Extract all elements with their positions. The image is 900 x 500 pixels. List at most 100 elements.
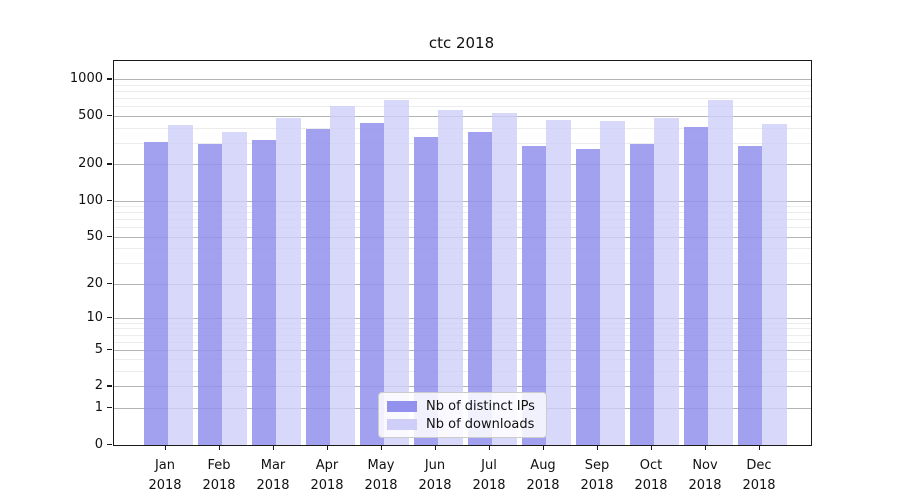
bar-nb-of-downloads-may (383, 100, 409, 445)
bar-nb-of-downloads-oct (653, 117, 679, 445)
bar-nb-of-distinct-ips-feb (197, 144, 222, 445)
gridline-y-60 (114, 227, 811, 229)
gridline-y-70 (114, 219, 811, 221)
x-tick-label-nov: Nov 2018 (688, 458, 722, 493)
gridline-y-6 (114, 341, 811, 343)
y-tick-500 (107, 114, 112, 117)
bar-nb-of-downloads-feb (221, 131, 247, 445)
bar-nb-of-downloads-dec (761, 123, 787, 445)
gridline-y-10 (114, 317, 811, 319)
x-tick-may (380, 445, 382, 450)
legend: Nb of distinct IPs Nb of downloads (378, 392, 547, 438)
bar-nb-of-downloads-jun (437, 110, 463, 445)
plot-area (113, 60, 812, 446)
gridline-y-8 (114, 328, 811, 330)
x-tick-label-apr: Apr 2018 (310, 458, 344, 493)
x-tick-jun (434, 445, 436, 450)
gridline-y-9 (114, 322, 811, 324)
legend-label-downloads: Nb of downloads (426, 416, 535, 432)
x-tick-mar (272, 445, 274, 450)
bar-nb-of-distinct-ips-jan (143, 141, 168, 445)
y-tick-label-0: 0 (94, 436, 103, 452)
y-tick-5 (107, 348, 112, 351)
legend-swatch-distinct-ips (387, 400, 417, 412)
bar-nb-of-distinct-ips-dec (737, 146, 762, 445)
y-tick-2 (107, 385, 112, 387)
bar-nb-of-distinct-ips-nov (683, 126, 708, 445)
y-tick-100 (107, 199, 112, 202)
y-tick-20 (107, 282, 112, 285)
gridline-y-20 (114, 283, 811, 285)
legend-label-distinct-ips: Nb of distinct IPs (426, 398, 535, 414)
x-tick-label-jun: Jun 2018 (418, 458, 452, 493)
gridline-y-100 (114, 200, 811, 202)
bar-nb-of-distinct-ips-oct (629, 144, 654, 445)
y-tick-1 (107, 406, 112, 409)
x-tick-jul (488, 445, 490, 450)
bar-nb-of-downloads-aug (545, 120, 571, 445)
y-tick-label-500: 500 (78, 107, 103, 123)
gridline-y-80 (114, 212, 811, 214)
x-tick-sep (596, 445, 598, 450)
gridline-y-800 (114, 91, 811, 93)
x-tick-oct (650, 445, 652, 450)
bar-nb-of-distinct-ips-apr (305, 128, 330, 445)
y-tick-label-100: 100 (78, 192, 103, 208)
x-tick-label-oct: Oct 2018 (634, 458, 668, 493)
gridline-y-2 (114, 386, 811, 388)
gridline-y-4 (114, 359, 811, 361)
gridline-y-3 (114, 371, 811, 373)
gridline-y-90 (114, 206, 811, 208)
y-tick-50 (107, 235, 112, 238)
gridline-y-900 (114, 84, 811, 86)
x-tick-label-mar: Mar 2018 (256, 458, 290, 493)
gridline-y-300 (114, 142, 811, 144)
y-tick-label-1: 1 (94, 399, 103, 415)
gridline-y-30 (114, 263, 811, 265)
gridline-y-7 (114, 334, 811, 336)
bar-nb-of-distinct-ips-may (359, 122, 384, 445)
bar-nb-of-downloads-jul (491, 112, 517, 445)
y-tick-0 (107, 443, 112, 445)
x-tick-nov (704, 445, 706, 450)
x-tick-label-sep: Sep 2018 (580, 458, 614, 493)
gridline-y-600 (114, 106, 811, 108)
y-tick-10 (107, 316, 112, 319)
bar-nb-of-downloads-sep (599, 120, 625, 445)
gridline-y-5 (114, 349, 811, 351)
x-tick-label-jul: Jul 2018 (472, 458, 506, 493)
x-tick-apr (326, 445, 328, 450)
y-tick-label-20: 20 (86, 275, 103, 291)
y-tick-label-50: 50 (86, 228, 103, 244)
y-tick-200 (107, 163, 112, 165)
gridline-y-700 (114, 98, 811, 100)
gridline-y-500 (114, 115, 811, 117)
bar-nb-of-distinct-ips-sep (575, 149, 600, 445)
y-tick-label-200: 200 (78, 156, 103, 172)
gridline-y-400 (114, 127, 811, 129)
chart-title: ctc 2018 (428, 34, 495, 52)
y-tick-label-1000: 1000 (69, 71, 103, 87)
x-tick-jan (164, 445, 166, 450)
x-tick-dec (758, 445, 760, 450)
gridline-y-200 (114, 164, 811, 166)
x-tick-feb (218, 445, 220, 450)
x-tick-aug (542, 445, 544, 450)
bar-nb-of-downloads-jan (167, 125, 193, 445)
x-tick-label-may: May 2018 (364, 458, 398, 493)
x-tick-label-dec: Dec 2018 (742, 458, 776, 493)
legend-row-distinct-ips: Nb of distinct IPs (379, 399, 546, 414)
x-tick-label-jan: Jan 2018 (148, 458, 182, 493)
y-tick-label-2: 2 (94, 378, 103, 394)
y-tick-label-5: 5 (94, 341, 103, 357)
x-tick-label-aug: Aug 2018 (526, 458, 560, 493)
legend-row-downloads: Nb of downloads (379, 417, 546, 432)
gridline-y-40 (114, 248, 811, 250)
bar-nb-of-distinct-ips-mar (251, 139, 276, 445)
bar-nb-of-downloads-mar (275, 117, 301, 445)
legend-swatch-downloads (387, 418, 417, 430)
y-tick-label-10: 10 (86, 309, 103, 325)
gridline-y-50 (114, 236, 811, 238)
x-tick-label-feb: Feb 2018 (202, 458, 236, 493)
